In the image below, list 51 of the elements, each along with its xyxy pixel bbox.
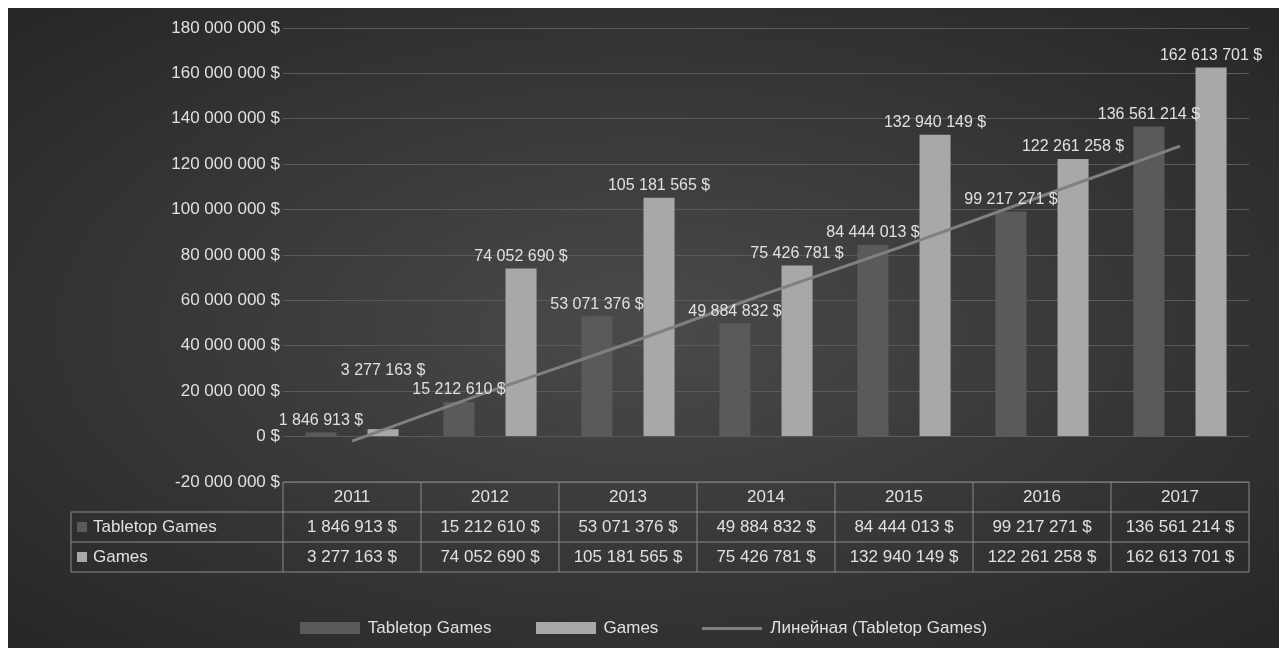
y-tick-label: 40 000 000 $	[180, 335, 281, 355]
x-tick-label: 2012	[471, 486, 509, 506]
data-label: 15 212 610 $	[440, 516, 541, 536]
text: 1 846 913 $	[278, 410, 364, 428]
y-tick-label: 160 000 000 $	[171, 63, 281, 83]
data-label: 84 444 013 $	[854, 516, 955, 536]
x-tick-label: 2011	[333, 486, 371, 506]
y-tick-label: 120 000 000 $	[171, 153, 281, 173]
text: 162 613 701 $	[1159, 45, 1263, 63]
y-tick-label: 0 $	[256, 426, 281, 446]
data-label: 122 261 258 $	[987, 546, 1097, 566]
legend-label: Games	[603, 618, 659, 638]
legend-label: Линейная (Tabletop Games)	[770, 618, 988, 638]
y-tick-label: 100 000 000 $	[171, 199, 281, 219]
data-label: 132 940 149 $	[849, 546, 959, 566]
y-tick-label: 140 000 000 $	[171, 108, 281, 128]
y-tick-label: -20 000 000 $	[175, 471, 281, 491]
x-tick-label: 2015	[885, 486, 923, 506]
data-label: 49 884 832 $	[716, 516, 817, 536]
data-label: 105 181 565 $	[573, 546, 683, 566]
text: 122 261 258 $	[1021, 137, 1125, 155]
text: 84 444 013 $	[826, 223, 920, 241]
text: 3 277 163 $	[340, 361, 426, 379]
data-label: 162 613 701 $	[1125, 546, 1235, 566]
text: 53 071 376 $	[550, 294, 644, 312]
text: 75 426 781 $	[750, 243, 844, 261]
x-tick-label: 2014	[747, 486, 785, 506]
data-label: 75 426 781 $	[716, 546, 817, 566]
y-tick-label: 80 000 000 $	[180, 244, 281, 264]
y-tick-label: 180 000 000 $	[171, 17, 281, 37]
text: 132 940 149 $	[883, 113, 987, 131]
text: Games	[93, 546, 148, 566]
data-label: 3 277 163 $	[307, 546, 398, 566]
text: 49 884 832 $	[688, 301, 782, 319]
text: 105 181 565 $	[607, 176, 711, 194]
text: 99 217 271 $	[964, 189, 1058, 207]
x-tick-label: 2013	[609, 486, 647, 506]
data-label: 136 561 214 $	[1125, 516, 1235, 536]
y-tick-label: 60 000 000 $	[180, 290, 281, 310]
data-label: 99 217 271 $	[992, 516, 1093, 536]
x-tick-label: 2016	[1023, 486, 1061, 506]
text: 15 212 610 $	[412, 380, 506, 398]
text: 74 052 690 $	[474, 246, 568, 264]
data-label: 53 071 376 $	[578, 516, 679, 536]
y-tick-label: 20 000 000 $	[180, 380, 281, 400]
data-label: 1 846 913 $	[307, 516, 398, 536]
text: 136 561 214 $	[1097, 105, 1201, 123]
data-label: 74 052 690 $	[440, 546, 541, 566]
x-tick-label: 2017	[1161, 486, 1199, 506]
text: Tabletop Games	[367, 618, 492, 637]
legend-label: Tabletop Games	[93, 516, 217, 536]
